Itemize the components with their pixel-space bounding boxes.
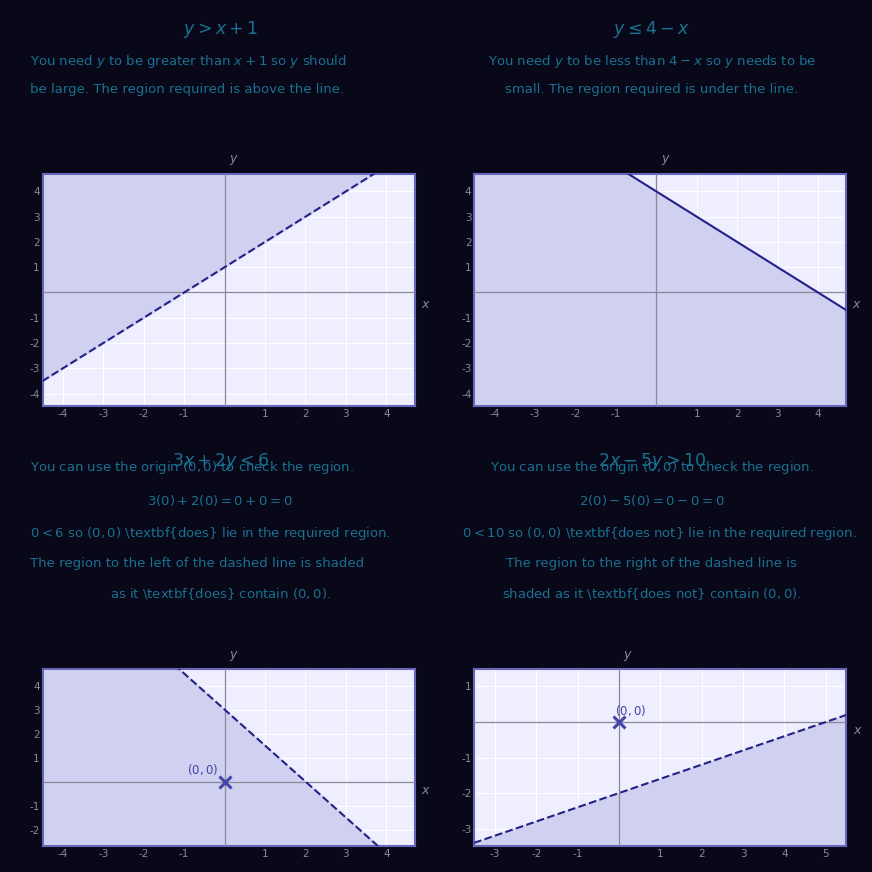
Text: shaded as it \textbf{does not} contain $(0,0)$.: shaded as it \textbf{does not} contain $… xyxy=(502,586,801,603)
Text: $y$: $y$ xyxy=(623,650,633,664)
Text: The region to the left of the dashed line is shaded: The region to the left of the dashed lin… xyxy=(30,556,364,569)
Text: You need $y$ to be less than $4-x$ so $y$ needs to be: You need $y$ to be less than $4-x$ so $y… xyxy=(487,53,816,70)
Text: You can use the origin $(0,0)$ to check the region.: You can use the origin $(0,0)$ to check … xyxy=(30,460,354,476)
Text: You need $y$ to be greater than $x+1$ so $y$ should: You need $y$ to be greater than $x+1$ so… xyxy=(30,53,346,70)
Text: be large. The region required is above the line.: be large. The region required is above t… xyxy=(30,83,344,96)
Text: $3x + 2y < 6$: $3x + 2y < 6$ xyxy=(172,451,269,472)
Text: $0<6$ so $(0,0)$ \textbf{does} lie in the required region.: $0<6$ so $(0,0)$ \textbf{does} lie in th… xyxy=(30,525,391,542)
Text: $y > x + 1$: $y > x + 1$ xyxy=(182,19,258,40)
Text: $y$: $y$ xyxy=(229,153,239,167)
Text: small. The region required is under the line.: small. The region required is under the … xyxy=(505,83,799,96)
Text: $x$: $x$ xyxy=(421,784,431,797)
Text: $x$: $x$ xyxy=(853,725,862,738)
Text: The region to the right of the dashed line is: The region to the right of the dashed li… xyxy=(507,556,797,569)
Text: $y \leq 4 - x$: $y \leq 4 - x$ xyxy=(613,19,691,40)
Text: You can use the origin $(0,0)$ to check the region.: You can use the origin $(0,0)$ to check … xyxy=(490,460,814,476)
Text: $y$: $y$ xyxy=(229,650,239,664)
Text: $0<10$ so $(0,0)$ \textbf{does not} lie in the required region.: $0<10$ so $(0,0)$ \textbf{does not} lie … xyxy=(461,525,856,542)
Text: $2(0)-5(0)=0-0=0$: $2(0)-5(0)=0-0=0$ xyxy=(579,494,725,508)
Text: $3(0)+2(0)=0+0=0$: $3(0)+2(0)=0+0=0$ xyxy=(147,494,293,508)
Text: $(0,0)$: $(0,0)$ xyxy=(187,762,219,777)
Text: $2x - 5y > 10$: $2x - 5y > 10$ xyxy=(597,451,706,472)
Text: as it \textbf{does} contain $(0,0)$.: as it \textbf{does} contain $(0,0)$. xyxy=(110,586,330,603)
Text: $x$: $x$ xyxy=(853,297,862,310)
Text: $(0,0)$: $(0,0)$ xyxy=(615,703,646,718)
Text: $y$: $y$ xyxy=(661,153,671,167)
Text: $x$: $x$ xyxy=(421,297,431,310)
